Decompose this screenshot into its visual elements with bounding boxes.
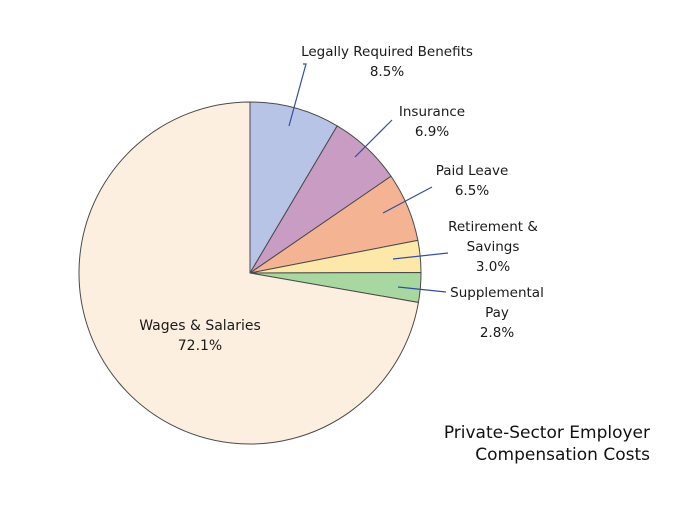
leader-line-insurance: [354, 119, 393, 158]
chart-title-line-2: Compensation Costs: [475, 445, 650, 465]
slice-label-supplemental-pay-2: Pay: [485, 305, 509, 321]
pie-slice-legally-required-benefits: [249, 101, 338, 275]
leader-line-supplemental-pay: [397, 286, 447, 293]
chart-title: Private-Sector Employer Compensation Cos…: [444, 422, 650, 466]
slice-label-retirement-savings-2: Savings: [467, 239, 520, 255]
slice-label-legally-required-benefits-1: Legally Required Benefits: [301, 44, 473, 60]
leader-line-legally-required-benefits: [288, 63, 307, 127]
value-label-supplemental-pay: 2.8%: [480, 325, 514, 341]
slice-label-retirement-savings-1: Retirement &: [448, 219, 538, 235]
slice-label-insurance-1: Insurance: [399, 104, 465, 120]
pie-slice-wages-salaries: [78, 101, 420, 445]
slice-label-wages-salaries-1: Wages & Salaries: [139, 318, 261, 334]
leader-line-paid-leave: [382, 186, 433, 214]
leader-line-retirement-savings: [392, 252, 449, 260]
slice-label-supplemental-pay-1: Supplemental: [450, 285, 544, 301]
value-label-wages-salaries: 72.1%: [178, 338, 222, 354]
value-label-paid-leave: 6.5%: [455, 183, 489, 199]
chart-title-line-1: Private-Sector Employer: [443, 423, 650, 443]
value-label-retirement-savings: 3.0%: [476, 259, 510, 275]
value-label-insurance: 6.9%: [415, 124, 449, 140]
slice-label-paid-leave-1: Paid Leave: [436, 163, 509, 179]
value-label-legally-required-benefits: 8.5%: [370, 64, 404, 80]
